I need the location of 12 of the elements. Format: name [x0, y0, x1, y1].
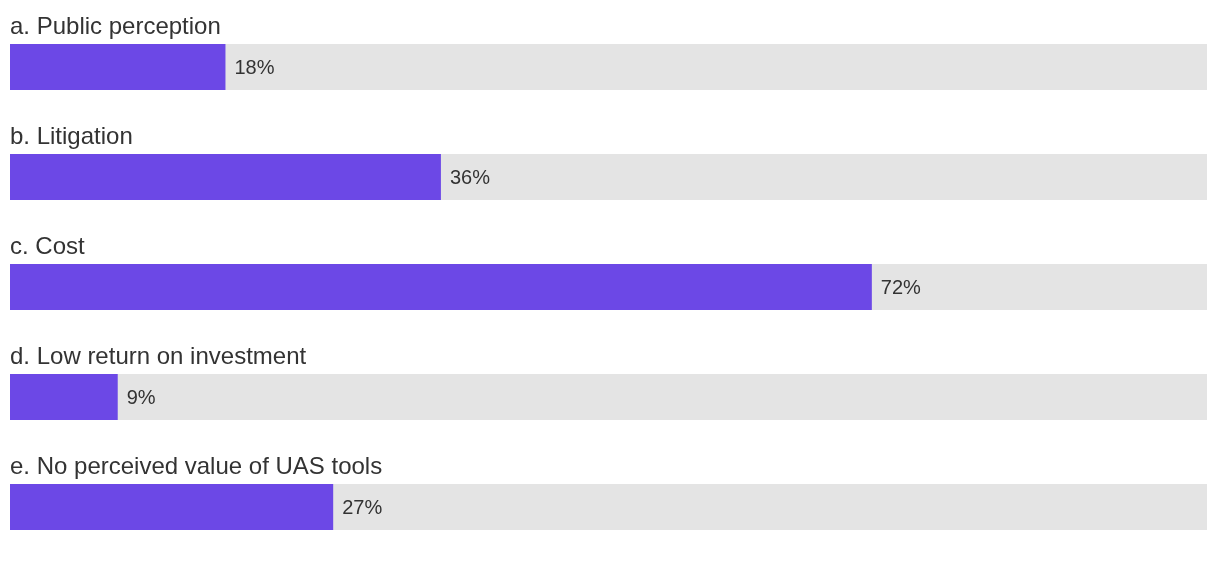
data-label: 9%: [126, 386, 156, 408]
y-tick-label: b. Litigation: [10, 121, 133, 149]
y-tick-label: c. Cost: [10, 231, 86, 259]
y-tick-label: d. Low return on investment: [10, 341, 307, 369]
data-label: 72%: [880, 276, 922, 298]
y-tick-label: a. Public perception: [10, 11, 221, 39]
data-label: 36%: [449, 166, 491, 188]
data-label: 27%: [342, 496, 383, 518]
bar: [10, 44, 226, 90]
y-tick-label: e. No perceived value of UAS tools: [10, 451, 383, 479]
bar: [10, 374, 118, 420]
data-label: 18%: [234, 56, 275, 78]
